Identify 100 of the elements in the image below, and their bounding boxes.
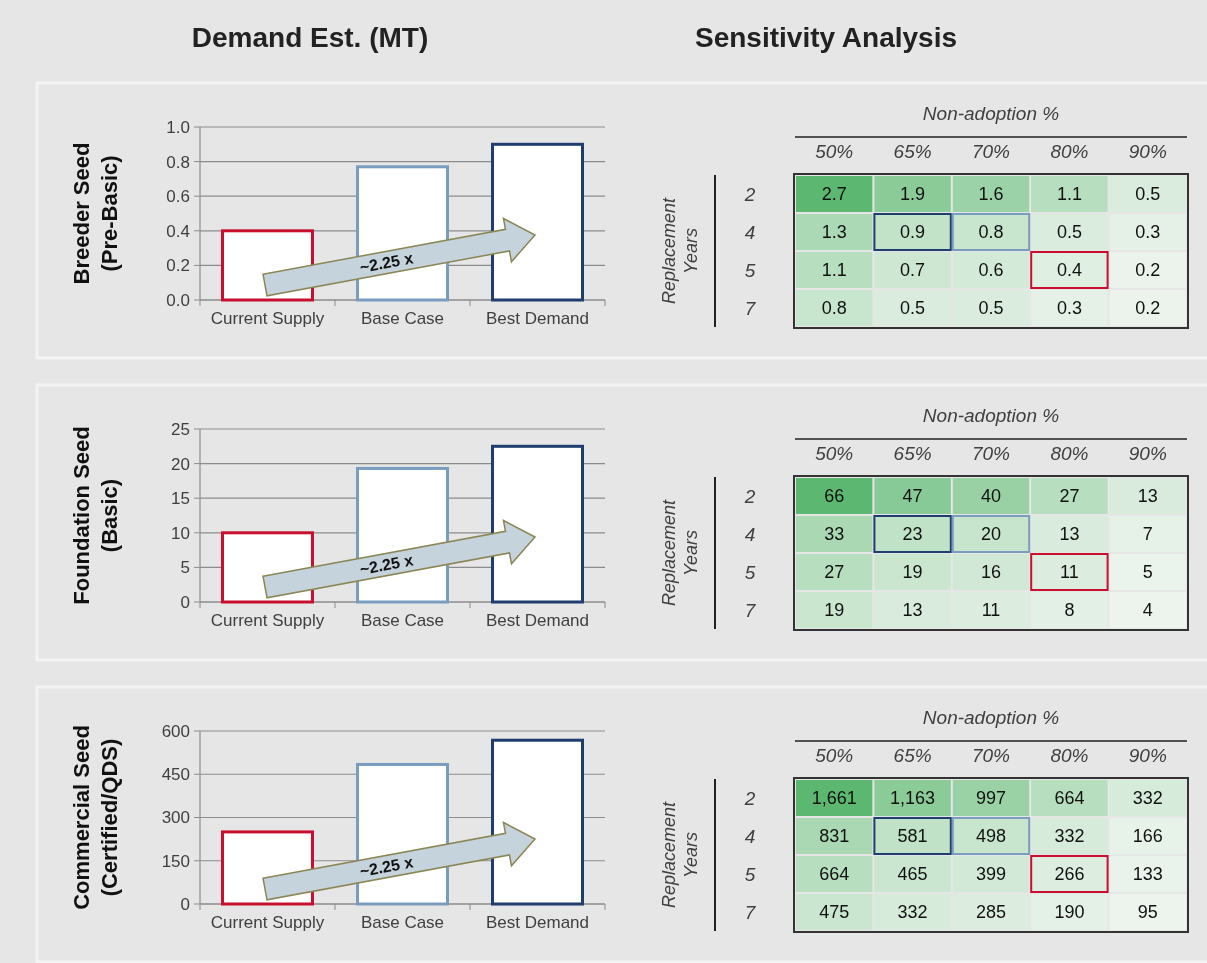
y-axis-title: Foundation Seed (Basic) [69, 426, 122, 605]
data-label: 266 [1054, 864, 1085, 885]
data-label: 332 [1054, 826, 1085, 847]
data-label: 664 [1054, 788, 1085, 809]
data-label: 997 [975, 788, 1007, 809]
data-label: 7 [1142, 524, 1153, 545]
y-tick-label: 4 [744, 523, 756, 545]
y-tick-label: 10 [171, 523, 190, 543]
x-axis-title: Non-adoption % [922, 405, 1060, 426]
x-tick-label: Current Supply [210, 309, 325, 328]
x-tick-label: Best Demand [486, 913, 589, 932]
annotation: ~2.25 x [358, 853, 415, 880]
y-tick-label: 0 [180, 894, 190, 914]
data-label: 19 [824, 600, 845, 621]
data-label: 0.3 [1056, 298, 1082, 319]
chart-title: Demand Est. (MT) [191, 22, 429, 53]
data-label: 166 [1132, 826, 1163, 847]
x-tick-label: 50% [815, 443, 854, 464]
y-tick-label: 25 [171, 419, 190, 439]
data-label: 0.5 [900, 298, 926, 319]
data-label: 0.8 [978, 222, 1004, 243]
x-tick-label: 90% [1128, 745, 1167, 766]
y-tick-label: 5 [744, 259, 756, 281]
y-tick-label: 2 [743, 787, 756, 809]
x-tick-label: Best Demand [486, 611, 589, 630]
y-tick-label: 600 [161, 721, 190, 741]
data-label: 332 [1132, 788, 1163, 809]
y-tick-label: 1.0 [166, 117, 190, 137]
x-tick-label: 90% [1128, 141, 1167, 162]
data-label: 40 [980, 486, 1002, 507]
y-axis-title: Replacement Years [659, 196, 701, 305]
y-tick-label: 4 [744, 221, 756, 243]
data-label: 66 [824, 486, 845, 507]
y-tick-label: 2 [743, 485, 756, 507]
y-axis-title: Replacement Years [659, 498, 701, 607]
x-tick-label: 70% [971, 745, 1011, 766]
y-tick-label: 5 [744, 863, 756, 885]
data-label: 285 [975, 902, 1007, 923]
data-label: 95 [1137, 902, 1158, 923]
data-label: 831 [819, 826, 850, 847]
data-label: 4 [1142, 600, 1153, 621]
x-tick-label: 80% [1050, 745, 1089, 766]
y-tick-label: 5 [744, 561, 756, 583]
x-axis-title: Non-adoption % [922, 707, 1060, 728]
data-label: 8 [1064, 600, 1075, 621]
data-label: 0.7 [900, 260, 926, 281]
y-tick-label: 15 [171, 489, 190, 509]
y-tick-label: 0.6 [166, 187, 190, 207]
data-label: 1.1 [821, 260, 847, 281]
data-label: 1.6 [978, 184, 1004, 205]
data-label: 11 [981, 600, 1001, 621]
bar [491, 738, 584, 906]
data-label: 498 [975, 826, 1007, 847]
data-label: 1,661 [811, 788, 857, 809]
data-label: 399 [975, 864, 1007, 885]
data-label: 23 [902, 524, 923, 545]
data-label: 190 [1054, 902, 1085, 923]
x-tick-label: 65% [893, 745, 932, 766]
y-tick-label: 7 [744, 901, 757, 923]
data-label: 16 [980, 562, 1002, 583]
y-tick-label: 7 [744, 297, 757, 319]
y-tick-label: 450 [161, 765, 190, 785]
annotation: ~2.25 x [358, 249, 415, 276]
data-label: 0.4 [1056, 260, 1082, 281]
data-label: 581 [897, 826, 928, 847]
data-label: 2.7 [821, 184, 847, 205]
x-tick-label: 65% [893, 443, 932, 464]
data-label: 5 [1142, 562, 1153, 583]
x-tick-label: Base Case [360, 611, 445, 630]
data-label: 27 [1059, 486, 1080, 507]
x-tick-label: 90% [1128, 443, 1167, 464]
y-tick-label: 0 [180, 592, 190, 612]
y-tick-label: 0.4 [166, 221, 190, 241]
y-tick-label: 300 [161, 808, 190, 828]
x-tick-label: Current Supply [210, 913, 325, 932]
y-tick-label: 150 [161, 851, 190, 871]
y-tick-label: 0.0 [166, 290, 190, 310]
data-label: 664 [819, 864, 850, 885]
data-label: 13 [1059, 524, 1080, 545]
data-label: 0.3 [1135, 222, 1161, 243]
x-tick-label: Base Case [360, 913, 445, 932]
y-tick-label: 5 [180, 558, 190, 578]
data-label: 20 [980, 524, 1002, 545]
annotation: ~2.25 x [358, 551, 415, 578]
data-label: 1,163 [890, 788, 936, 809]
y-tick-label: 20 [171, 454, 190, 474]
data-label: 33 [824, 524, 845, 545]
x-tick-label: Base Case [360, 309, 445, 328]
x-tick-label: 65% [893, 141, 932, 162]
data-label: 1.9 [900, 184, 926, 205]
y-tick-label: 0.2 [166, 256, 190, 276]
data-label: 11 [1060, 562, 1079, 583]
data-label: 0.5 [1135, 184, 1161, 205]
data-label: 133 [1132, 864, 1163, 885]
data-label: 1.1 [1056, 184, 1082, 205]
data-label: 27 [824, 562, 845, 583]
data-label: 0.2 [1135, 260, 1161, 281]
y-axis-title: Replacement Years [659, 800, 701, 909]
y-tick-label: 0.8 [166, 152, 190, 172]
data-label: 47 [902, 486, 923, 507]
